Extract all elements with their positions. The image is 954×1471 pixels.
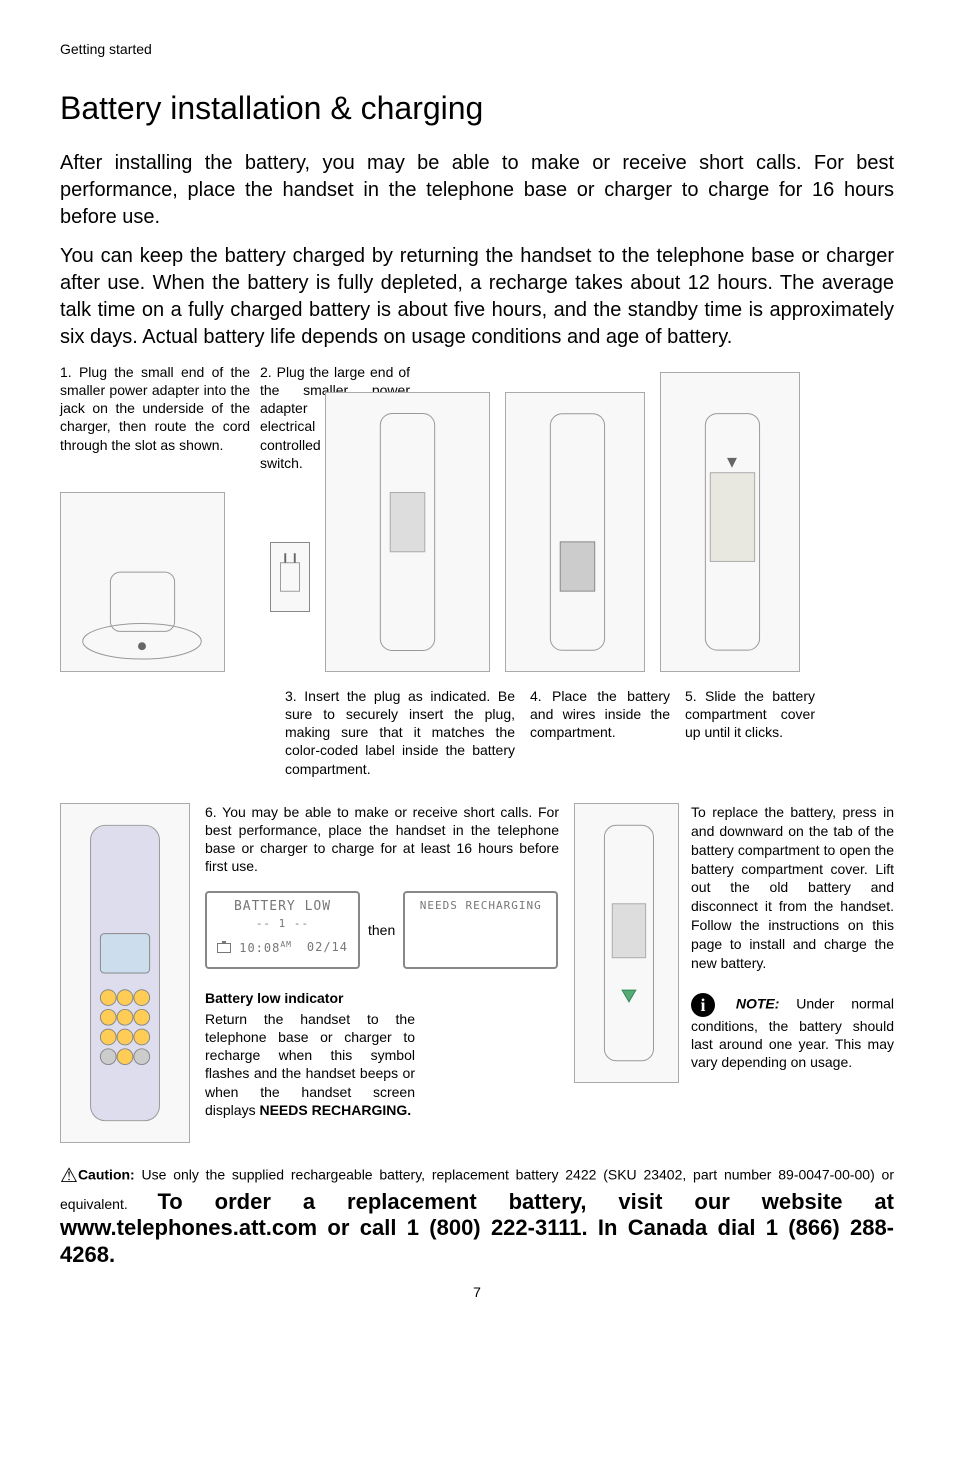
right-column: To replace the battery, press in and dow… xyxy=(574,803,894,1143)
intro-section: After installing the battery, you may be… xyxy=(60,150,894,351)
step5-text: 5. Slide the battery compartment cover u… xyxy=(685,687,815,778)
note-text: Under normal conditions, the battery sho… xyxy=(691,996,894,1071)
step6-text: 6. You may be able to make or receive sh… xyxy=(205,803,559,876)
lcd-left-line1: BATTERY LOW xyxy=(217,899,348,916)
page-title: Battery installation & charging xyxy=(60,88,894,130)
replace-battery-illustration xyxy=(574,803,679,1083)
lcd-right-line1: NEEDS RECHARGING xyxy=(415,899,546,913)
battery-low-heading: Battery low indicator xyxy=(205,989,559,1007)
battery-icon xyxy=(217,943,231,953)
step3-text: 3. Insert the plug as indicated. Be sure… xyxy=(285,687,515,778)
caution-label: Caution: xyxy=(78,1167,135,1183)
intro-p2: You can keep the battery charged by retu… xyxy=(60,243,894,351)
note-block: i NOTE: Under normal conditions, the bat… xyxy=(691,993,894,1072)
battery-low-bold: NEEDS RECHARGING. xyxy=(259,1102,411,1118)
page-number: 7 xyxy=(60,1283,894,1301)
order-text: To order a replacement battery, visit ou… xyxy=(60,1189,894,1267)
charger-illustration xyxy=(60,492,225,672)
lcd-left-line2: -- 1 -- xyxy=(217,917,348,931)
handset-front-illustration xyxy=(60,803,190,1143)
replace-battery-text: To replace the battery, press in and dow… xyxy=(691,803,894,973)
lcd-needs-recharging: NEEDS RECHARGING xyxy=(403,891,558,969)
caution-block: ⚠Caution: Use only the supplied recharge… xyxy=(60,1163,894,1268)
caution-icon: ⚠ xyxy=(60,1163,78,1189)
plug-illustration xyxy=(270,542,310,612)
step4-text: 4. Place the battery and wires inside th… xyxy=(530,687,670,778)
cover-slide-illustration xyxy=(660,372,800,672)
info-icon: i xyxy=(691,993,715,1017)
lcd-date: 02/14 xyxy=(307,940,348,957)
lcd-ampm: AM xyxy=(280,940,292,949)
middle-column: 6. You may be able to make or receive sh… xyxy=(205,803,559,1143)
battery-insert-illustration xyxy=(505,392,645,672)
then-label: then xyxy=(368,921,395,939)
lcd-time: 10:08 xyxy=(239,941,280,955)
intro-p1: After installing the battery, you may be… xyxy=(60,150,894,231)
page-header: Getting started xyxy=(60,40,894,58)
images-row xyxy=(60,482,894,672)
lcd-battery-low: BATTERY LOW -- 1 -- 10:08AM 02/14 xyxy=(205,891,360,969)
lcd-row: BATTERY LOW -- 1 -- 10:08AM 02/14 then N… xyxy=(205,891,559,969)
section-6: 6. You may be able to make or receive sh… xyxy=(60,803,894,1143)
step1-text: 1. Plug the small end of the smaller pow… xyxy=(60,363,250,472)
handset-back-illustration xyxy=(325,392,490,672)
steps-345-row: 3. Insert the plug as indicated. Be sure… xyxy=(60,687,894,778)
note-label: NOTE: xyxy=(736,996,780,1012)
battery-low-text: Return the handset to the telephone base… xyxy=(205,1010,415,1119)
